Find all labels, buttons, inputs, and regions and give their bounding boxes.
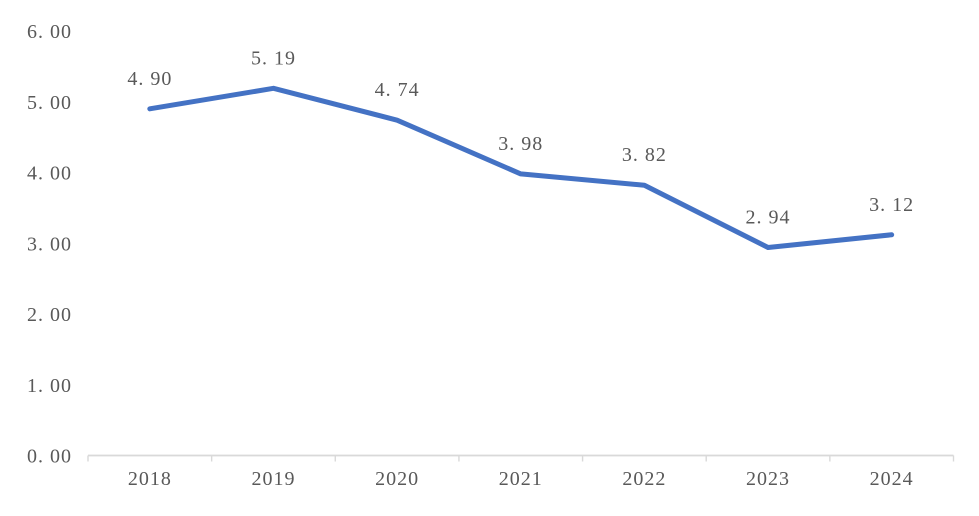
y-axis-tick-label: 4. 00 [27,163,72,185]
data-point-label: 4. 74 [375,79,420,101]
x-axis-category-label: 2020 [375,468,419,490]
x-axis-category-label: 2022 [622,468,666,490]
y-axis-tick-label: 6. 00 [27,21,72,43]
data-point-label: 2. 94 [746,206,791,228]
data-point-label: 3. 12 [869,194,914,216]
x-axis-category-label: 2021 [499,468,543,490]
data-point-label: 3. 98 [498,133,543,155]
x-axis-category-label: 2018 [128,468,172,490]
data-point-label: 3. 82 [622,144,667,166]
y-axis-tick-label: 2. 00 [27,304,72,326]
x-axis-category-label: 2024 [870,468,914,490]
series-line [147,85,895,250]
y-axis-tick-label: 3. 00 [27,233,72,255]
data-point-label: 5. 19 [251,47,296,69]
y-axis-tick-label: 1. 00 [27,375,72,397]
data-point-label: 4. 90 [127,68,172,90]
x-axis-category-label: 2023 [746,468,790,490]
x-axis-category-label: 2019 [251,468,295,490]
y-axis-tick-label: 0. 00 [27,446,72,468]
y-axis-tick-label: 5. 00 [27,92,72,114]
